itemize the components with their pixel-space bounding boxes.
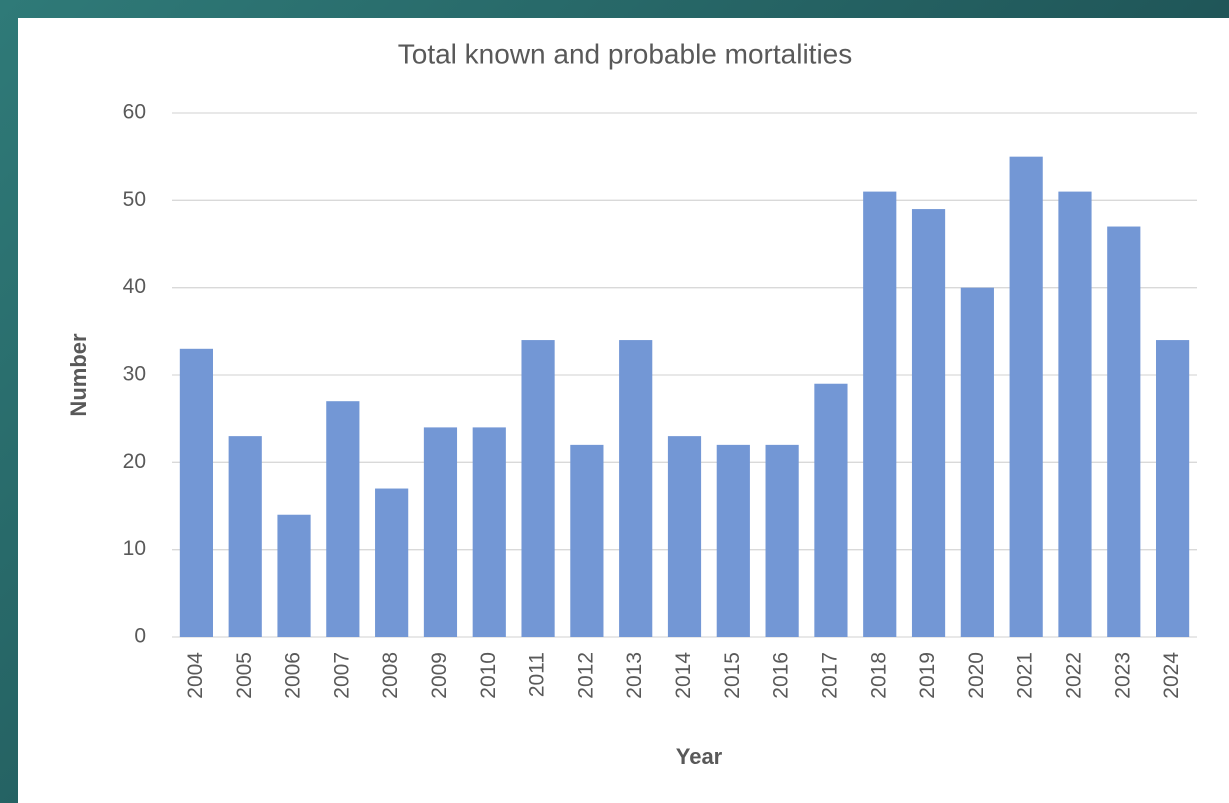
bar: [863, 191, 897, 637]
bar: [179, 348, 213, 637]
bar: [619, 340, 653, 637]
x-tick-label: 2012: [574, 652, 597, 699]
bar: [1058, 191, 1092, 637]
x-tick-label: 2019: [916, 652, 939, 699]
x-tick-label: 2007: [330, 652, 353, 699]
bar: [911, 209, 946, 638]
bar: [521, 340, 555, 637]
x-tick-label: 2016: [770, 652, 793, 699]
bar: [326, 401, 360, 637]
bar: [765, 444, 799, 637]
y-axis-label: Number: [66, 333, 91, 417]
x-tick-label: 2023: [1111, 652, 1134, 699]
bar: [375, 488, 409, 637]
bar: [1156, 340, 1190, 637]
bar: [960, 287, 994, 637]
bar: [472, 427, 506, 637]
x-tick-label: 2024: [1160, 652, 1183, 699]
chart-title: Total known and probable mortalities: [398, 38, 852, 69]
x-tick-label: 2020: [965, 652, 988, 699]
x-tick-label: 2011: [526, 652, 549, 697]
bar: [716, 444, 750, 637]
bar: [423, 427, 458, 637]
x-axis-label: Year: [676, 744, 723, 769]
bar: [1009, 156, 1043, 637]
y-tick-label: 20: [123, 450, 146, 473]
bar: [228, 436, 262, 637]
bar: [667, 436, 702, 637]
x-tick-label: 2005: [233, 652, 256, 699]
x-tick-label: 2018: [867, 652, 890, 699]
x-tick-label: 2017: [818, 652, 841, 699]
bar: [1107, 226, 1141, 638]
x-tick-label: 2010: [477, 652, 500, 699]
x-tick-label: 2014: [672, 652, 695, 699]
bar: [570, 444, 604, 637]
bar: [277, 514, 311, 637]
x-tick-label: 2008: [379, 652, 402, 699]
y-tick-label: 50: [123, 188, 146, 211]
y-tick-label: 60: [123, 101, 146, 124]
x-tick-label: 2009: [428, 652, 451, 699]
x-tick-label: 2004: [184, 652, 207, 699]
y-tick-label: 10: [123, 537, 146, 560]
bar: [814, 383, 848, 637]
x-tick-label: 2022: [1063, 652, 1086, 699]
x-tick-label: 2021: [1014, 652, 1037, 699]
x-tick-label: 2013: [623, 652, 646, 699]
y-tick-label: 30: [123, 363, 146, 386]
x-tick-label: 2015: [721, 652, 744, 699]
y-tick-label: 40: [123, 275, 146, 298]
x-tick-label: 2006: [282, 652, 305, 699]
y-tick-label: 0: [134, 625, 146, 648]
